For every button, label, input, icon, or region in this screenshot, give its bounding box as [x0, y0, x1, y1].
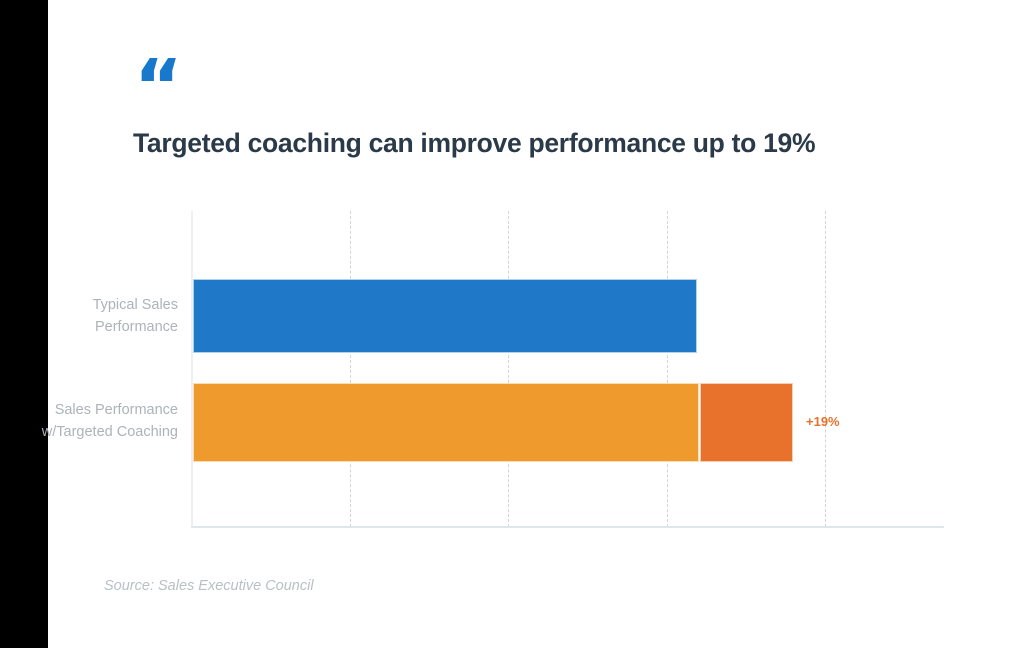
quote-open-icon: “ [134, 44, 183, 130]
bar-coaching-uplift [700, 383, 793, 462]
gridline-4 [825, 211, 826, 527]
category-label-line-2: w/Targeted Coaching [41, 424, 178, 440]
bar-coaching-baseline [193, 383, 699, 462]
gridline-1 [350, 211, 351, 527]
x-axis-line [191, 526, 944, 528]
gridline-3 [667, 211, 668, 527]
letterbox-bar-left [0, 0, 48, 648]
category-label-line-2: Performance [94, 319, 178, 335]
category-label-coaching: Sales Performance w/Targeted Coaching [0, 399, 178, 443]
category-label-line-1: Sales Performance [54, 402, 178, 418]
gridline-2 [508, 211, 509, 527]
category-label-typical-sales-performance: Typical Sales Performance [0, 294, 178, 338]
y-axis-line [191, 211, 193, 527]
source-note: Source: Sales Executive Council [104, 578, 314, 594]
page-title: Targeted coaching can improve performanc… [133, 128, 816, 158]
category-label-line-1: Typical Sales [92, 297, 178, 313]
uplift-annotation-label: +19% [806, 414, 840, 429]
bar-typical-sales-performance [193, 279, 697, 353]
